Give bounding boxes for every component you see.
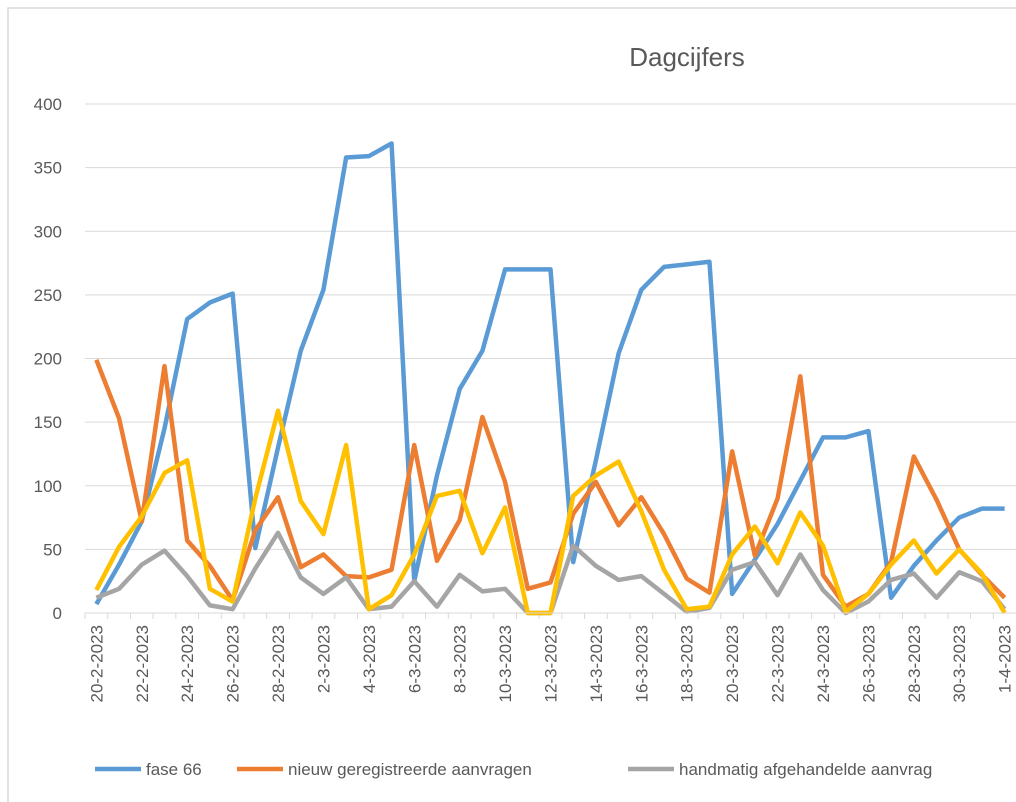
legend-label: nieuw geregistreerde aanvragen bbox=[288, 760, 532, 779]
x-tick-label: 14-3-2023 bbox=[587, 625, 606, 703]
x-tick-label: 20-3-2023 bbox=[723, 625, 742, 703]
chart-frame bbox=[7, 7, 1016, 802]
x-tick-label: 26-3-2023 bbox=[859, 625, 878, 703]
series-line bbox=[94, 358, 1007, 609]
legend-label: handmatig afgehandelde aanvrag bbox=[679, 760, 932, 779]
x-tick-label: 24-3-2023 bbox=[814, 625, 833, 703]
x-tick-label: 18-3-2023 bbox=[678, 625, 697, 703]
x-tick-label: 10-3-2023 bbox=[496, 625, 515, 703]
x-tick-label: 4-3-2023 bbox=[360, 625, 379, 693]
y-tick-label: 50 bbox=[43, 540, 62, 559]
x-tick-label: 6-3-2023 bbox=[405, 625, 424, 693]
x-tick-label: 2-3-2023 bbox=[314, 625, 333, 693]
x-tick-label: 30-3-2023 bbox=[950, 625, 969, 703]
y-tick-label: 150 bbox=[34, 413, 62, 432]
x-tick-label: 22-2-2023 bbox=[133, 625, 152, 703]
x-tick-label: 24-2-2023 bbox=[178, 625, 197, 703]
chart-title: Dagcijfers bbox=[629, 42, 745, 72]
x-tick-label: 12-3-2023 bbox=[542, 625, 561, 703]
y-tick-label: 250 bbox=[34, 286, 62, 305]
x-tick-label: 1-4-2023 bbox=[996, 625, 1015, 693]
x-tick-label: 26-2-2023 bbox=[224, 625, 243, 703]
x-tick-label: 22-3-2023 bbox=[769, 625, 788, 703]
x-tick-label: 28-2-2023 bbox=[269, 625, 288, 703]
x-tick-label: 8-3-2023 bbox=[451, 625, 470, 693]
x-tick-label: 20-2-2023 bbox=[87, 625, 106, 703]
y-tick-label: 350 bbox=[34, 159, 62, 178]
y-tick-label: 0 bbox=[53, 604, 62, 623]
y-tick-label: 400 bbox=[34, 95, 62, 114]
x-tick-label: 28-3-2023 bbox=[905, 625, 924, 703]
legend-label: fase 66 bbox=[146, 760, 202, 779]
y-tick-label: 300 bbox=[34, 222, 62, 241]
y-tick-label: 100 bbox=[34, 477, 62, 496]
x-tick-label: 16-3-2023 bbox=[632, 625, 651, 703]
y-tick-label: 200 bbox=[34, 350, 62, 369]
series-line bbox=[94, 141, 1005, 606]
